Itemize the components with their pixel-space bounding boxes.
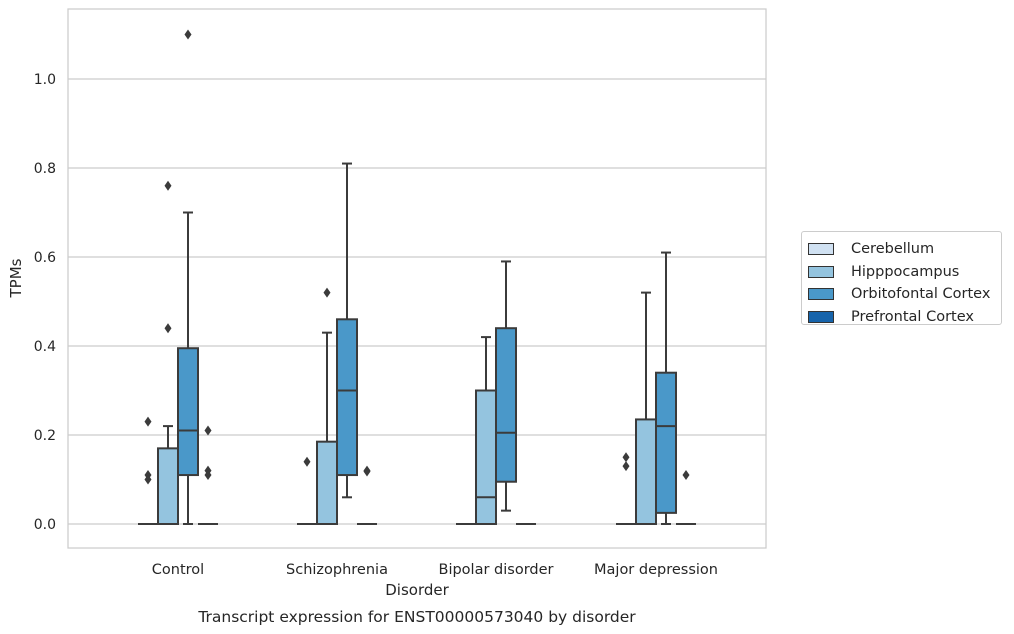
- box-1-2: [475, 336, 497, 525]
- legend-swatch: [808, 288, 834, 301]
- box-body: [655, 371, 677, 514]
- outlier-point: [184, 29, 192, 40]
- legend-item-prefrontal-cortex: Prefrontal Cortex: [802, 306, 1001, 329]
- legend-item-cerebellum: Cerebellum: [802, 238, 1001, 261]
- outlier-point: [144, 474, 152, 485]
- box-3-3: [676, 470, 696, 525]
- box-0-3: [616, 452, 636, 525]
- outlier-point: [164, 180, 172, 191]
- outlier-point: [622, 452, 630, 463]
- chart-title: Transcript expression for ENST0000057304…: [197, 608, 636, 626]
- outlier-point: [144, 416, 152, 427]
- outlier-point: [303, 456, 311, 467]
- outlier-point: [682, 470, 690, 481]
- legend-label: Orbitofontal Cortex: [851, 286, 991, 303]
- y-tick-label: 0.0: [34, 517, 56, 533]
- chart-legend: Cerebellum Hipppocampus Orbitofontal Cor…: [801, 231, 1002, 325]
- x-tick-label: Bipolar disorder: [439, 562, 554, 578]
- box-0-0: [138, 416, 158, 525]
- box-2-0: [177, 29, 199, 525]
- box-0-1: [297, 456, 317, 525]
- legend-swatch: [808, 265, 834, 278]
- legend-label: Hipppocampus: [851, 263, 960, 280]
- legend-swatch: [808, 310, 834, 323]
- y-tick-label: 0.8: [34, 161, 56, 177]
- outlier-point: [323, 287, 331, 298]
- outlier-point: [204, 470, 212, 481]
- outlier-point: [204, 425, 212, 436]
- box-3-1: [357, 465, 377, 525]
- box-body: [336, 318, 358, 477]
- box-2-1: [336, 162, 358, 499]
- x-axis-label: Disorder: [385, 581, 449, 599]
- box-series: [138, 29, 696, 526]
- box-body: [177, 347, 199, 477]
- box-2-3: [655, 251, 677, 525]
- y-tick-label: 0.4: [34, 339, 56, 355]
- y-axis-ticks: 0.0 0.2 0.4 0.6 0.8 1.0: [34, 72, 56, 533]
- plot-area-frame: [67, 8, 767, 549]
- box-body: [495, 327, 517, 483]
- x-tick-label: Major depression: [594, 562, 718, 578]
- y-tick-label: 0.6: [34, 250, 56, 266]
- box-body: [635, 418, 657, 525]
- x-tick-label: Control: [152, 562, 204, 578]
- box-body: [475, 389, 497, 525]
- box-1-1: [316, 287, 338, 525]
- y-tick-label: 1.0: [34, 72, 56, 88]
- box-1-3: [635, 291, 657, 525]
- legend-item-orbitofrontal-cortex: Orbitofontal Cortex: [802, 283, 1001, 306]
- legend-label: Prefrontal Cortex: [851, 308, 974, 325]
- box-3-0: [198, 425, 218, 525]
- legend-item-hippocampus: Hipppocampus: [802, 261, 1001, 284]
- outlier-point: [363, 466, 371, 477]
- legend-label: Cerebellum: [851, 241, 935, 258]
- x-axis-ticks: Control Schizophrenia Bipolar disorder Majo…: [152, 562, 718, 578]
- box-body: [157, 447, 179, 526]
- x-tick-label: Schizophrenia: [286, 562, 388, 578]
- y-axis-label: TPMs: [7, 258, 25, 298]
- box-2-2: [495, 260, 517, 512]
- box-1-0: [157, 180, 179, 526]
- box-body: [316, 440, 338, 525]
- outlier-point: [164, 323, 172, 334]
- outlier-point: [622, 461, 630, 472]
- legend-swatch: [808, 243, 834, 256]
- y-tick-label: 0.2: [34, 428, 56, 444]
